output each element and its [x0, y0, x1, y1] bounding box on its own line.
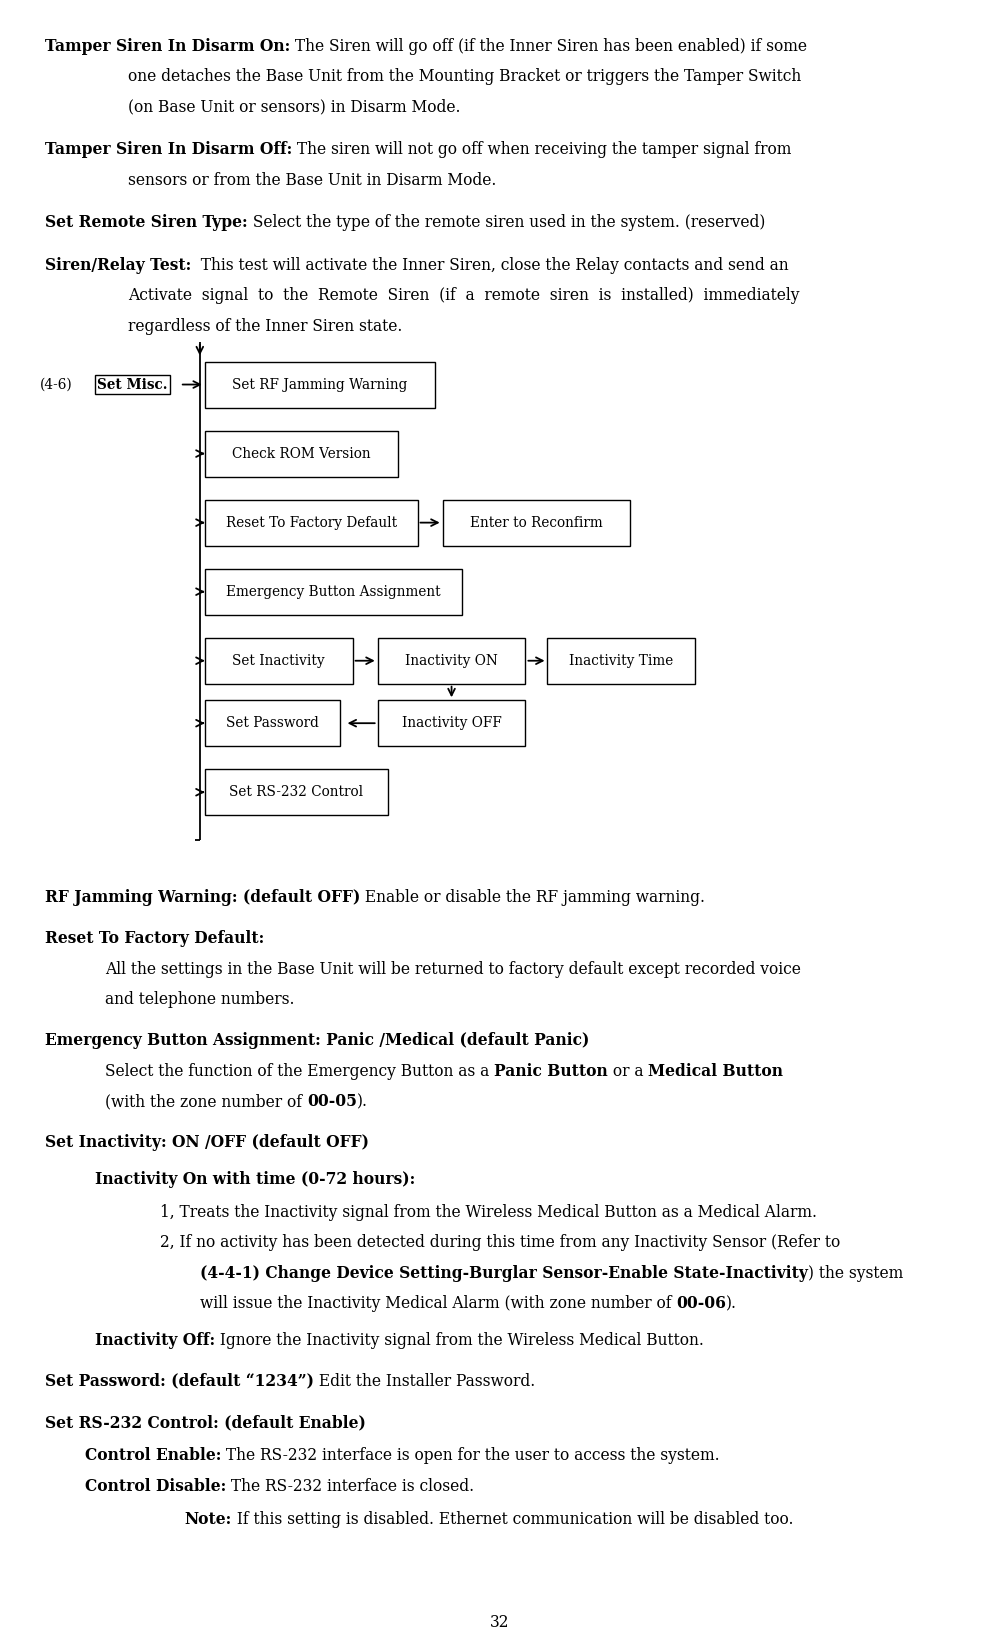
- Text: Note:: Note:: [185, 1511, 232, 1529]
- Text: Inactivity OFF: Inactivity OFF: [402, 717, 501, 730]
- Text: Ignore the Inactivity signal from the Wireless Medical Button.: Ignore the Inactivity signal from the Wi…: [215, 1332, 704, 1348]
- Text: Inactivity Off:: Inactivity Off:: [95, 1332, 215, 1348]
- Text: Activate  signal  to  the  Remote  Siren  (if  a  remote  siren  is  installed) : Activate signal to the Remote Siren (if …: [128, 288, 799, 304]
- Text: RF Jamming Warning: (default OFF): RF Jamming Warning: (default OFF): [45, 889, 361, 906]
- Text: This test will activate the Inner Siren, close the Relay contacts and send an: This test will activate the Inner Siren,…: [191, 256, 789, 275]
- Text: Inactivity ON: Inactivity ON: [406, 654, 498, 667]
- Text: Inactivity Time: Inactivity Time: [569, 654, 673, 667]
- Text: Tamper Siren In Disarm Off:: Tamper Siren In Disarm Off:: [45, 141, 292, 158]
- FancyBboxPatch shape: [547, 638, 695, 684]
- Text: or a: or a: [607, 1062, 648, 1080]
- Text: Set Inactivity: ON /OFF (default OFF): Set Inactivity: ON /OFF (default OFF): [45, 1134, 369, 1151]
- Text: Control Disable:: Control Disable:: [85, 1478, 226, 1494]
- Text: 00-05: 00-05: [307, 1093, 357, 1110]
- FancyBboxPatch shape: [378, 638, 525, 684]
- Text: Enable or disable the RF jamming warning.: Enable or disable the RF jamming warning…: [361, 889, 705, 906]
- Text: The RS-232 interface is closed.: The RS-232 interface is closed.: [226, 1478, 475, 1494]
- FancyBboxPatch shape: [205, 569, 462, 615]
- Text: Check ROM Version: Check ROM Version: [232, 447, 371, 460]
- Text: 2, If no activity has been detected during this time from any Inactivity Sensor : 2, If no activity has been detected duri…: [160, 1235, 840, 1251]
- Text: and telephone numbers.: and telephone numbers.: [105, 991, 295, 1008]
- Text: Set Inactivity: Set Inactivity: [233, 654, 325, 667]
- Text: Emergency Button Assignment: Panic /Medical (default Panic): Emergency Button Assignment: Panic /Medi…: [45, 1032, 589, 1049]
- Text: Control Enable:: Control Enable:: [85, 1447, 222, 1465]
- Text: one detaches the Base Unit from the Mounting Bracket or triggers the Tamper Swit: one detaches the Base Unit from the Moun…: [128, 67, 801, 85]
- Text: Set RF Jamming Warning: Set RF Jamming Warning: [232, 378, 408, 391]
- Text: Medical Button: Medical Button: [648, 1062, 783, 1080]
- Text: If this setting is disabled. Ethernet communication will be disabled too.: If this setting is disabled. Ethernet co…: [232, 1511, 793, 1529]
- FancyBboxPatch shape: [205, 500, 418, 546]
- Text: Tamper Siren In Disarm On:: Tamper Siren In Disarm On:: [45, 38, 290, 54]
- FancyBboxPatch shape: [205, 700, 340, 746]
- Text: 00-06: 00-06: [676, 1295, 726, 1312]
- Text: (on Base Unit or sensors) in Disarm Mode.: (on Base Unit or sensors) in Disarm Mode…: [128, 99, 461, 115]
- Text: All the settings in the Base Unit will be returned to factory default except rec: All the settings in the Base Unit will b…: [105, 960, 801, 978]
- Text: Enter to Reconfirm: Enter to Reconfirm: [471, 516, 602, 529]
- Text: ) the system: ) the system: [807, 1264, 903, 1282]
- Text: Siren/Relay Test:: Siren/Relay Test:: [45, 256, 191, 275]
- FancyBboxPatch shape: [205, 769, 388, 815]
- Text: 32: 32: [490, 1614, 509, 1631]
- Text: ).: ).: [357, 1093, 368, 1110]
- Text: Emergency Button Assignment: Emergency Button Assignment: [226, 585, 441, 598]
- Text: Set Remote Siren Type:: Set Remote Siren Type:: [45, 214, 248, 232]
- Text: Reset To Factory Default: Reset To Factory Default: [226, 516, 397, 529]
- Text: Set RS-232 Control: (default Enable): Set RS-232 Control: (default Enable): [45, 1414, 366, 1430]
- Text: Reset To Factory Default:: Reset To Factory Default:: [45, 931, 264, 947]
- Text: (with the zone number of: (with the zone number of: [105, 1093, 307, 1110]
- Text: (4-6): (4-6): [40, 378, 73, 391]
- Text: Inactivity On with time (0-72 hours):: Inactivity On with time (0-72 hours):: [95, 1171, 416, 1187]
- Text: regardless of the Inner Siren state.: regardless of the Inner Siren state.: [128, 317, 403, 335]
- Text: Edit the Installer Password.: Edit the Installer Password.: [314, 1373, 535, 1389]
- Text: Panic Button: Panic Button: [495, 1062, 607, 1080]
- Text: Select the type of the remote siren used in the system. (reserved): Select the type of the remote siren used…: [248, 214, 765, 232]
- Text: (4-4-1) Change Device Setting-Burglar Sensor-Enable State-Inactivity: (4-4-1) Change Device Setting-Burglar Se…: [200, 1264, 807, 1282]
- FancyBboxPatch shape: [205, 362, 435, 408]
- FancyBboxPatch shape: [443, 500, 630, 546]
- Text: will issue the Inactivity Medical Alarm (with zone number of: will issue the Inactivity Medical Alarm …: [200, 1295, 676, 1312]
- Text: The RS-232 interface is open for the user to access the system.: The RS-232 interface is open for the use…: [222, 1447, 720, 1465]
- Text: Set RS-232 Control: Set RS-232 Control: [229, 786, 364, 799]
- Text: 1, Treats the Inactivity signal from the Wireless Medical Button as a Medical Al: 1, Treats the Inactivity signal from the…: [160, 1203, 817, 1221]
- FancyBboxPatch shape: [205, 638, 353, 684]
- Text: ).: ).: [726, 1295, 737, 1312]
- Text: Set Misc.: Set Misc.: [97, 378, 168, 391]
- Text: sensors or from the Base Unit in Disarm Mode.: sensors or from the Base Unit in Disarm …: [128, 171, 497, 189]
- FancyBboxPatch shape: [205, 431, 398, 477]
- Text: The Siren will go off (if the Inner Siren has been enabled) if some: The Siren will go off (if the Inner Sire…: [290, 38, 807, 54]
- Text: The siren will not go off when receiving the tamper signal from: The siren will not go off when receiving…: [292, 141, 791, 158]
- Text: Select the function of the Emergency Button as a: Select the function of the Emergency But…: [105, 1062, 495, 1080]
- Text: Set Password: (default “1234”): Set Password: (default “1234”): [45, 1373, 314, 1389]
- Text: Set Password: Set Password: [226, 717, 319, 730]
- FancyBboxPatch shape: [378, 700, 525, 746]
